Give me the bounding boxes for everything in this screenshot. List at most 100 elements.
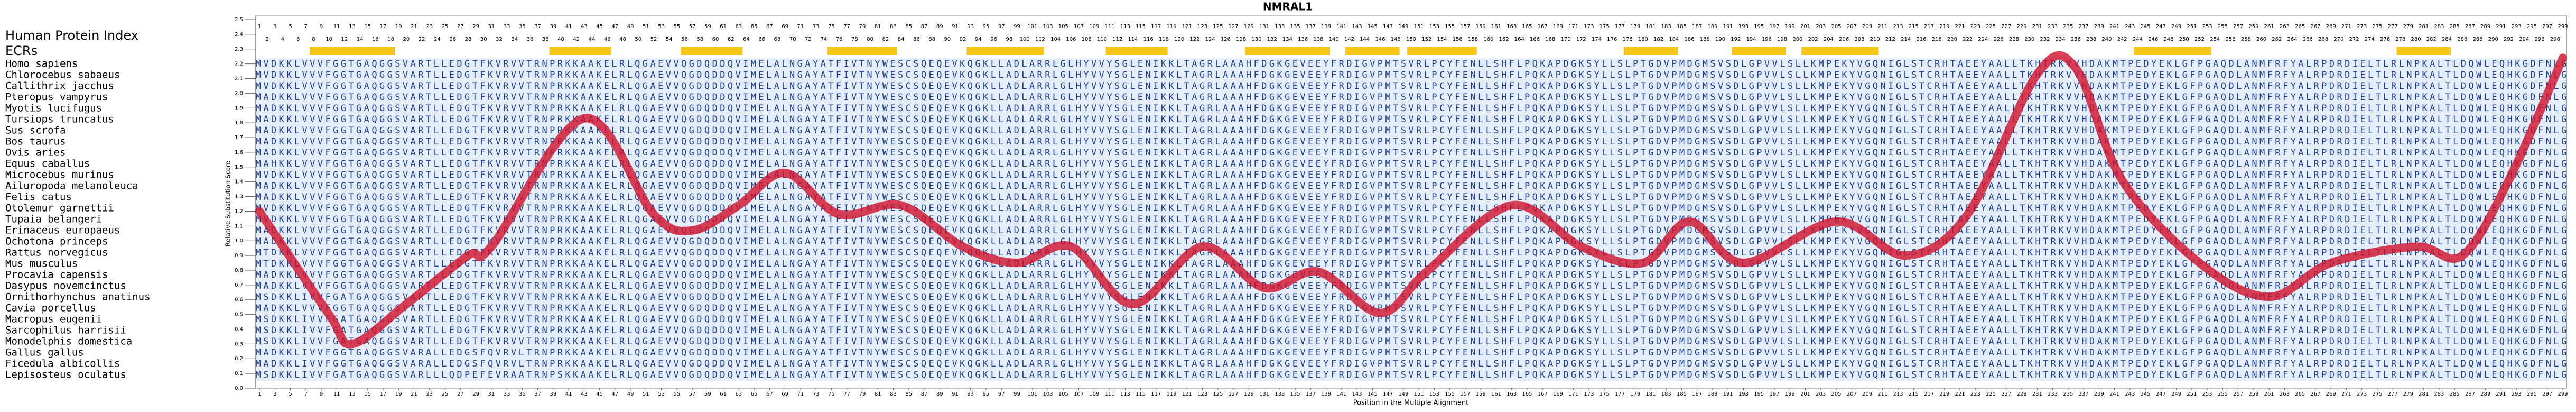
index-number: 123 [1197, 24, 1207, 30]
x-tick-label: 229 [2017, 391, 2027, 397]
index-number: 107 [1074, 24, 1084, 30]
x-tick-label: 121 [1182, 391, 1192, 397]
index-number: 12 [341, 36, 348, 42]
x-tick-label: 219 [1939, 391, 1949, 397]
x-tick-label: 131 [1259, 391, 1269, 397]
index-number: 37 [534, 24, 541, 30]
x-tick-label: 111 [1104, 391, 1114, 397]
x-tick-label: 253 [2202, 391, 2212, 397]
index-number: 183 [1661, 24, 1671, 30]
x-tick-label: 279 [2403, 391, 2413, 397]
x-tick-label: 143 [1352, 391, 1362, 397]
index-number: 33 [504, 24, 510, 30]
x-tick-label: 243 [2125, 391, 2135, 397]
y-tick-label: 0.0 [235, 386, 243, 391]
x-tick-label: 231 [2032, 391, 2042, 397]
index-number: 266 [2303, 36, 2313, 42]
x-tick-label: 97 [998, 391, 1005, 397]
index-number: 188 [1700, 36, 1710, 42]
ecr-bar [1245, 47, 1330, 55]
x-tick-label: 199 [1785, 391, 1795, 397]
index-number: 199 [1785, 24, 1795, 30]
x-tick-label: 37 [534, 391, 541, 397]
species-name: Gallus gallus [5, 347, 84, 359]
substitution-curve [255, 51, 2567, 349]
index-number: 9 [320, 24, 323, 30]
index-number: 182 [1653, 36, 1663, 42]
index-number: 177 [1615, 24, 1625, 30]
x-tick-label: 183 [1661, 391, 1671, 397]
x-tick-label: 95 [983, 391, 990, 397]
x-tick-label: 289 [2480, 391, 2490, 397]
index-number: 141 [1336, 24, 1346, 30]
index-number: 254 [2210, 36, 2220, 42]
x-tick-label: 79 [859, 391, 866, 397]
species-name: Microcebus murinus [5, 169, 114, 181]
index-number: 179 [1630, 24, 1640, 30]
x-tick-label: 65 [751, 391, 758, 397]
species-name: Dasypus novemcinctus [5, 280, 126, 292]
x-tick-label: 157 [1460, 391, 1470, 397]
index-number: 81 [875, 24, 881, 30]
x-tick-label: 297 [2542, 391, 2552, 397]
index-number: 148 [1391, 36, 1401, 42]
index-label: Human Protein Index [5, 28, 138, 43]
index-number: 210 [1870, 36, 1880, 42]
index-number: 226 [1994, 36, 2004, 42]
index-number: 287 [2465, 24, 2475, 30]
x-tick-label: 83 [890, 391, 897, 397]
index-number: 79 [859, 24, 866, 30]
x-tick-label: 241 [2109, 391, 2119, 397]
index-number: 284 [2442, 36, 2452, 42]
index-number: 8 [312, 36, 315, 42]
index-number: 257 [2233, 24, 2243, 30]
index-number: 157 [1460, 24, 1470, 30]
index-number: 121 [1182, 24, 1192, 30]
index-number: 279 [2403, 24, 2413, 30]
index-number: 110 [1097, 36, 1107, 42]
x-tick-label: 43 [581, 391, 588, 397]
index-number: 30 [480, 36, 487, 42]
ecr-bar [2396, 47, 2451, 55]
index-number: 38 [542, 36, 549, 42]
index-number: 138 [1313, 36, 1323, 42]
index-number: 147 [1383, 24, 1393, 30]
x-tick-label: 123 [1197, 391, 1207, 397]
index-number: 3 [273, 24, 276, 30]
sequence: MSDKKLIVVFGATGAQGGSVARTLLEDGTFKVRVVTRNPR… [256, 325, 2567, 336]
index-number: 91 [952, 24, 959, 30]
index-number: 119 [1167, 24, 1177, 30]
y-tick-label: 1.0 [235, 238, 243, 244]
x-tick-label: 87 [921, 391, 928, 397]
index-number: 77 [843, 24, 850, 30]
x-tick-label: 299 [2558, 391, 2568, 397]
sequence: MADKKLVVVFGGTGAQGGSVARTLLEDGTFKVRVVTRNPR… [256, 148, 2567, 158]
index-number: 164 [1514, 36, 1524, 42]
index-number: 27 [457, 24, 464, 30]
species-name: Felis catus [5, 191, 72, 203]
index-number: 296 [2535, 36, 2545, 42]
index-number: 116 [1143, 36, 1154, 42]
index-number: 275 [2372, 24, 2382, 30]
x-tick-label: 179 [1630, 391, 1640, 397]
x-tick-label: 237 [2079, 391, 2089, 397]
y-tick-label: 1.2 [235, 208, 243, 214]
index-number: 292 [2504, 36, 2514, 42]
sequence: MADKKLVVVFGGTGAQGGSVARTLLEDGTFKVRVVTRNPR… [256, 270, 2567, 280]
index-number: 60 [712, 36, 719, 42]
index-number: 25 [442, 24, 449, 30]
ecr-bar [549, 47, 611, 55]
index-number: 223 [1970, 24, 1980, 30]
index-number: 7 [304, 24, 308, 30]
index-number: 29 [472, 24, 479, 30]
x-tick-label: 193 [1738, 391, 1749, 397]
sequence: MADKKLIVVFGGTGAQGGSVARALLEDGSFQVRVLTRNPR… [256, 347, 2567, 358]
index-number: 228 [2009, 36, 2019, 42]
y-tick-label: 2.4 [235, 32, 243, 38]
x-tick-label: 55 [674, 391, 681, 397]
index-number: 23 [426, 24, 433, 30]
index-number: 208 [1854, 36, 1864, 42]
x-tick-label: 115 [1136, 391, 1146, 397]
index-number: 114 [1128, 36, 1138, 42]
index-number: 194 [1746, 36, 1756, 42]
